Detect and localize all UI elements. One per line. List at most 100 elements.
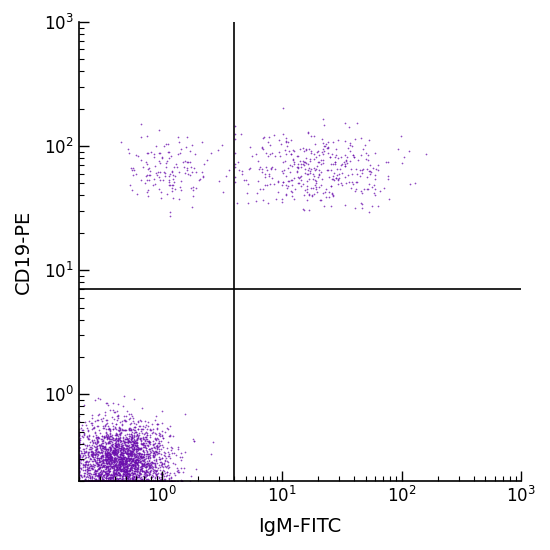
Point (135, 476, 144, 485)
Point (102, 469, 111, 478)
Point (171, 185, 180, 194)
Point (214, 177, 223, 185)
Point (131, 428, 140, 437)
Point (139, 476, 147, 485)
Point (153, 476, 162, 485)
Point (133, 443, 142, 452)
Point (91, 440, 100, 449)
Point (265, 140, 274, 149)
Point (151, 429, 160, 438)
Point (115, 469, 124, 478)
Point (138, 461, 146, 470)
Point (129, 475, 138, 484)
Point (340, 160, 349, 169)
Point (177, 455, 185, 464)
Point (90, 476, 99, 485)
Point (109, 436, 118, 444)
Point (257, 167, 266, 176)
Point (147, 460, 156, 469)
Point (75, 468, 84, 477)
Point (126, 443, 135, 452)
Point (113, 476, 122, 485)
Point (123, 461, 131, 470)
Point (135, 476, 144, 485)
Point (144, 476, 153, 485)
Point (131, 471, 140, 480)
Point (112, 454, 121, 463)
Point (161, 448, 170, 457)
Point (273, 178, 282, 187)
Point (88, 449, 97, 458)
Point (304, 190, 313, 199)
Point (88, 452, 97, 460)
Point (103, 476, 112, 485)
Point (111, 456, 119, 465)
Point (115, 459, 124, 468)
Point (142, 476, 151, 485)
Point (174, 476, 183, 485)
Point (102, 466, 111, 475)
Point (101, 458, 110, 467)
Point (132, 441, 141, 449)
Point (157, 193, 166, 202)
Point (268, 148, 277, 157)
Point (153, 167, 162, 176)
Point (135, 469, 144, 477)
Point (95, 463, 103, 472)
Point (129, 442, 138, 450)
Point (134, 476, 143, 485)
Point (131, 439, 140, 448)
Point (125, 448, 134, 457)
Point (112, 463, 121, 471)
Point (299, 205, 308, 214)
Point (124, 433, 133, 442)
Point (85, 476, 94, 485)
Point (368, 183, 377, 192)
Point (152, 424, 161, 432)
Point (134, 463, 142, 472)
Point (108, 425, 117, 433)
Point (109, 449, 118, 458)
Point (152, 476, 161, 485)
Point (127, 434, 136, 443)
Point (114, 464, 123, 473)
Point (109, 476, 118, 485)
Point (123, 471, 131, 480)
Point (103, 471, 112, 480)
Point (75, 446, 84, 455)
Point (91, 465, 100, 474)
Point (121, 447, 130, 456)
Point (85, 463, 94, 472)
Point (87, 474, 96, 483)
Point (120, 460, 129, 469)
Point (102, 429, 111, 438)
Point (282, 137, 291, 146)
Point (103, 470, 112, 479)
Point (133, 456, 142, 465)
Point (150, 468, 158, 476)
Point (141, 446, 150, 455)
Point (109, 446, 118, 455)
Point (292, 168, 301, 177)
Point (144, 476, 153, 485)
Point (128, 468, 136, 477)
Point (144, 461, 153, 470)
Point (116, 454, 124, 463)
Point (134, 476, 143, 485)
Point (111, 453, 119, 462)
Point (306, 164, 315, 173)
Point (104, 467, 113, 476)
Point (101, 476, 110, 485)
Point (158, 463, 167, 472)
Point (96, 460, 105, 469)
Point (103, 461, 112, 470)
Point (125, 470, 134, 478)
Point (141, 461, 150, 470)
Point (289, 195, 298, 204)
Point (140, 434, 148, 443)
Point (118, 459, 127, 468)
Point (97, 476, 106, 485)
Point (75, 439, 84, 448)
Point (145, 471, 153, 480)
Point (87, 461, 96, 470)
